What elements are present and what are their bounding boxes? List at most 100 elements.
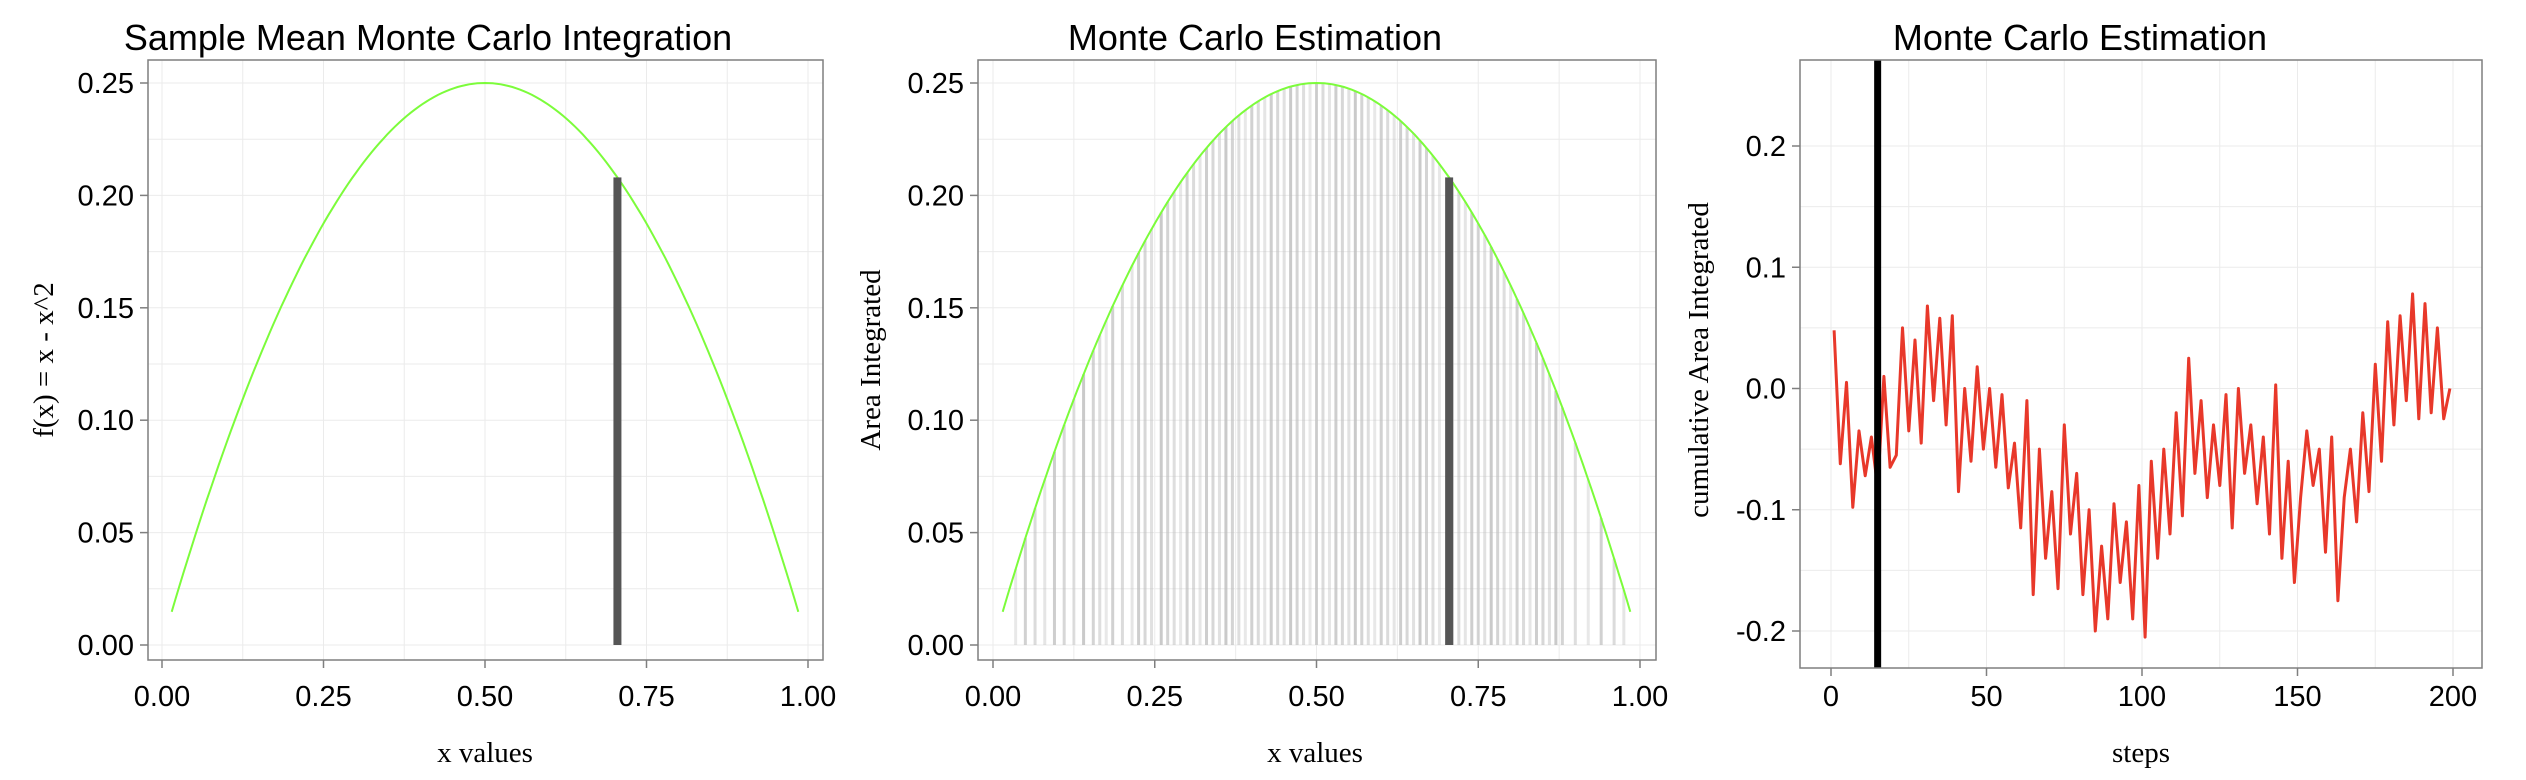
sample-bar <box>1573 442 1577 645</box>
sample-bar <box>1237 115 1241 645</box>
panel3-frame <box>1799 59 2483 669</box>
x-tick-label: 150 <box>2273 681 2321 713</box>
y-tick-label: 0.2 <box>1746 131 1786 163</box>
sample-bar <box>1098 335 1102 645</box>
sample-bar <box>1418 140 1422 645</box>
panel2-xlabel: x values <box>1267 737 1363 769</box>
sample-bar <box>1373 101 1377 645</box>
sample-bar <box>1179 182 1183 646</box>
y-tick-label: 0.25 <box>78 68 134 100</box>
sample-bar <box>1282 88 1286 646</box>
sample-bar <box>1353 91 1357 646</box>
panel-monte-carlo-bars: Monte Carlo Estimation 0.00 0.25 0.50 0.75 1… <box>855 17 1668 769</box>
sample-bar <box>1143 240 1147 646</box>
sample-bar <box>1062 424 1066 645</box>
sample-bar <box>1509 285 1513 645</box>
sample-bar <box>1243 110 1247 645</box>
panel1-title: Sample Mean Monte Carlo Integration <box>124 17 732 58</box>
sample-bar <box>1023 538 1027 645</box>
x-tick-label: 0.00 <box>965 681 1021 713</box>
sample-bar <box>1159 212 1163 645</box>
sample-bar <box>1230 120 1234 645</box>
panel3-grid <box>1800 60 2482 668</box>
sample-bar <box>1130 265 1134 645</box>
y-tick-label: 0.0 <box>1746 374 1786 406</box>
sample-bar <box>1612 558 1616 645</box>
sample-bar <box>1111 306 1115 645</box>
sample-bar <box>1599 518 1603 645</box>
sample-bar <box>1622 590 1626 645</box>
sample-bar <box>1192 164 1196 645</box>
y-tick-label: 0.05 <box>78 518 134 550</box>
sample-bar <box>1205 147 1209 645</box>
sample-bar <box>1150 229 1154 645</box>
panel2-title: Monte Carlo Estimation <box>1068 17 1442 58</box>
sample-bar <box>1457 191 1461 645</box>
sample-bar <box>1327 83 1331 646</box>
sample-bar <box>1321 83 1325 646</box>
panel2-y-ticks: 0.00 0.05 0.10 0.15 0.20 0.25 <box>908 68 978 662</box>
panel2-ylabel: Area Integrated <box>855 269 887 451</box>
sample-bar <box>1137 253 1141 645</box>
sample-bar <box>1052 451 1056 645</box>
sample-bar <box>1470 212 1474 645</box>
y-tick-label: 0.10 <box>78 405 134 437</box>
sample-bar <box>1224 127 1228 646</box>
sample-bar <box>1399 120 1403 645</box>
sample-bar <box>1541 358 1545 645</box>
sample-bar <box>1502 272 1506 645</box>
sample-bar <box>1431 155 1435 645</box>
sample-bar <box>1091 350 1095 645</box>
x-tick-label: 0.50 <box>457 681 513 713</box>
sample-bar <box>1082 374 1086 645</box>
x-tick-label: 1.00 <box>1612 681 1668 713</box>
sample-bar <box>1412 133 1416 645</box>
panel1-grid <box>148 60 823 660</box>
highlight-bar <box>613 177 622 645</box>
panel3-title: Monte Carlo Estimation <box>1893 17 2267 58</box>
panel3-y-ticks: -0.2 -0.1 0.0 0.1 0.2 <box>1736 131 1800 648</box>
sample-bar <box>1198 155 1202 645</box>
sample-bar <box>1347 88 1351 646</box>
panel-cumulative: Monte Carlo Estimation 0 50 100 150 200 -0.2… <box>1683 17 2483 769</box>
series-line <box>1832 292 2452 639</box>
y-tick-label: 0.25 <box>908 68 964 100</box>
sample-bar <box>1315 83 1318 645</box>
x-tick-label: 0.75 <box>618 681 674 713</box>
y-tick-label: 0.00 <box>908 630 964 662</box>
sample-bar <box>1166 201 1170 646</box>
sample-bar <box>1483 234 1487 646</box>
y-tick-label: 0.15 <box>908 293 964 325</box>
highlight-bar <box>1445 177 1454 645</box>
sample-bar <box>1334 85 1338 646</box>
curve-line <box>170 81 800 613</box>
panel3-marks <box>1832 60 2452 668</box>
y-tick-label: -0.2 <box>1736 616 1786 648</box>
sample-bar <box>1366 97 1370 645</box>
y-tick-label: 0.20 <box>908 180 964 212</box>
sample-bar <box>1515 299 1519 645</box>
sample-bar <box>1405 127 1409 646</box>
y-tick-label: 0.20 <box>78 180 134 212</box>
sample-bar <box>1476 223 1480 645</box>
x-tick-label: 0.00 <box>134 681 190 713</box>
x-tick-label: 0.50 <box>1288 681 1344 713</box>
sample-bar <box>1172 191 1176 645</box>
sample-bar <box>1250 105 1254 646</box>
sample-bar <box>1043 479 1047 645</box>
sample-bar <box>1424 147 1428 645</box>
sample-bar <box>1276 91 1280 646</box>
sample-bar <box>1392 115 1396 645</box>
x-tick-label: 200 <box>2429 681 2477 713</box>
panel2-marks <box>1001 81 1632 646</box>
panel-sample-mean: Sample Mean Monte Carlo Integration 0.00… <box>28 17 836 769</box>
panel2-x-ticks: 0.00 0.25 0.50 0.75 1.00 <box>965 660 1668 713</box>
x-tick-label: 1.00 <box>780 681 836 713</box>
sample-bar <box>1534 342 1538 645</box>
x-tick-label: 0 <box>1823 681 1839 713</box>
panel1-ylabel: f(x) = x - x^2 <box>28 282 60 438</box>
y-tick-label: -0.1 <box>1736 495 1786 527</box>
sample-bar <box>1554 390 1558 645</box>
y-tick-label: 0.05 <box>908 518 964 550</box>
sample-bar <box>1211 140 1215 645</box>
